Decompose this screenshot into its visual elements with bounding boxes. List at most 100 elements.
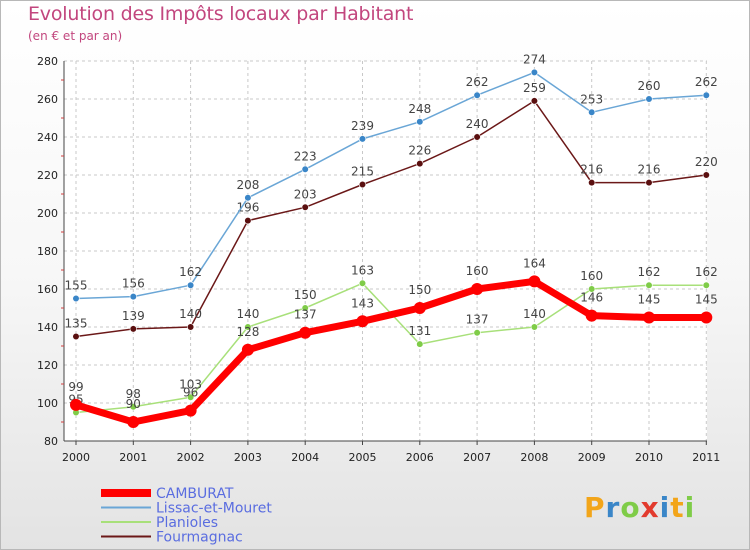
data-point <box>244 323 252 331</box>
legend-label: Planioles <box>156 515 218 531</box>
data-label: 259 <box>523 81 546 95</box>
logo-letter: t <box>670 491 685 524</box>
data-point <box>299 326 312 339</box>
data-point <box>702 171 710 179</box>
data-label: 203 <box>294 187 317 201</box>
series-camburat: 99 90 96 128 137 143 150 160 164 146 145 145 <box>68 256 718 428</box>
data-point <box>241 343 254 356</box>
data-label: 208 <box>236 178 259 192</box>
data-point <box>645 281 653 289</box>
data-label: 150 <box>408 283 431 297</box>
data-point <box>530 323 539 331</box>
series-fourmagnac: 135 139 140 196 203 215 226 240 259 216 216 220 <box>65 81 718 341</box>
data-point <box>187 393 195 401</box>
data-point <box>301 165 309 173</box>
data-point <box>416 118 424 126</box>
x-tick-label: 2008 <box>520 451 548 464</box>
data-label: 143 <box>351 296 374 310</box>
series-lissac-et-mouret: 155 156 162 208 223 239 248 262 274 253 260 262 <box>65 52 718 303</box>
legend-label: CAMBURAT <box>156 486 234 502</box>
data-label: 160 <box>466 264 489 278</box>
data-point <box>72 294 80 303</box>
y-tick-label: 80 <box>44 435 58 448</box>
data-point <box>187 323 195 331</box>
data-label: 140 <box>236 307 259 321</box>
x-tick-label: 2004 <box>291 451 319 464</box>
data-label: 220 <box>695 155 718 169</box>
data-label: 262 <box>695 75 718 89</box>
data-point <box>416 160 424 168</box>
data-point <box>187 281 195 289</box>
data-point <box>413 302 426 314</box>
y-tick-label: 220 <box>37 169 58 182</box>
logo-letter: r <box>605 491 621 524</box>
data-point <box>645 95 653 103</box>
data-label: 163 <box>351 263 374 277</box>
data-label: 162 <box>179 265 202 279</box>
data-label: 145 <box>638 293 661 307</box>
data-label: 196 <box>236 201 259 215</box>
x-tick-label: 2002 <box>177 451 205 464</box>
y-tick-label: 200 <box>37 207 58 220</box>
chart-title: Evolution des Impôts locaux par Habitant <box>28 3 414 25</box>
data-label: 223 <box>294 149 317 163</box>
data-point <box>700 311 713 324</box>
data-point <box>72 332 80 341</box>
data-label: 139 <box>122 309 145 323</box>
series-line-camburat <box>74 277 707 426</box>
data-point <box>358 135 367 143</box>
data-point <box>301 304 309 312</box>
logo-letter: x <box>640 491 660 524</box>
data-point <box>70 398 82 411</box>
data-label: 135 <box>65 317 88 331</box>
data-point <box>244 194 252 202</box>
y-tick-label: 180 <box>37 245 58 258</box>
data-point <box>184 404 197 417</box>
data-point <box>588 179 596 187</box>
x-tick-label: 2003 <box>234 451 262 464</box>
y-tick-label: 120 <box>37 359 58 372</box>
data-label: 248 <box>408 102 431 116</box>
x-tick-label: 2000 <box>62 451 90 464</box>
data-point <box>588 285 596 293</box>
data-label: 164 <box>523 256 546 270</box>
data-label: 162 <box>695 265 718 279</box>
x-tick-label: 2011 <box>692 451 720 464</box>
series-line-lissac-et-mouret <box>75 71 707 300</box>
data-point <box>471 283 484 295</box>
logo-letter: i <box>659 491 671 524</box>
y-tick-label: 160 <box>37 283 58 296</box>
y-tick-label: 100 <box>37 397 58 410</box>
data-label: 226 <box>408 144 431 158</box>
data-point <box>528 275 541 288</box>
x-tick-label: 2009 <box>578 451 606 464</box>
data-label: 162 <box>638 265 661 279</box>
data-point <box>129 325 137 333</box>
data-point <box>473 133 481 141</box>
data-label: 140 <box>523 307 546 321</box>
series-line-fourmagnac <box>75 100 707 338</box>
data-label: 239 <box>351 119 374 133</box>
logo-letter: P <box>584 491 606 524</box>
data-label: 240 <box>466 117 489 131</box>
x-tick-label: 2005 <box>349 451 377 464</box>
data-label: 145 <box>695 293 718 307</box>
y-tick-label: 240 <box>37 131 58 144</box>
data-point <box>244 217 252 225</box>
data-point <box>129 403 137 411</box>
chart-subtitle: (en € et par an) <box>28 29 123 43</box>
data-point <box>643 311 655 324</box>
data-label: 146 <box>580 291 603 305</box>
data-label: 99 <box>68 380 83 394</box>
data-point <box>702 91 710 99</box>
x-tick-label: 2010 <box>635 451 663 464</box>
data-label: 103 <box>179 377 202 391</box>
data-label: 260 <box>638 79 661 93</box>
y-tick-label: 280 <box>37 55 58 68</box>
legend-label: Fourmagnac <box>156 530 243 546</box>
x-tick-label: 2007 <box>463 451 491 464</box>
data-label: 262 <box>466 75 489 89</box>
data-point <box>588 108 596 116</box>
legend-label: Lissac-et-Mouret <box>156 501 272 517</box>
